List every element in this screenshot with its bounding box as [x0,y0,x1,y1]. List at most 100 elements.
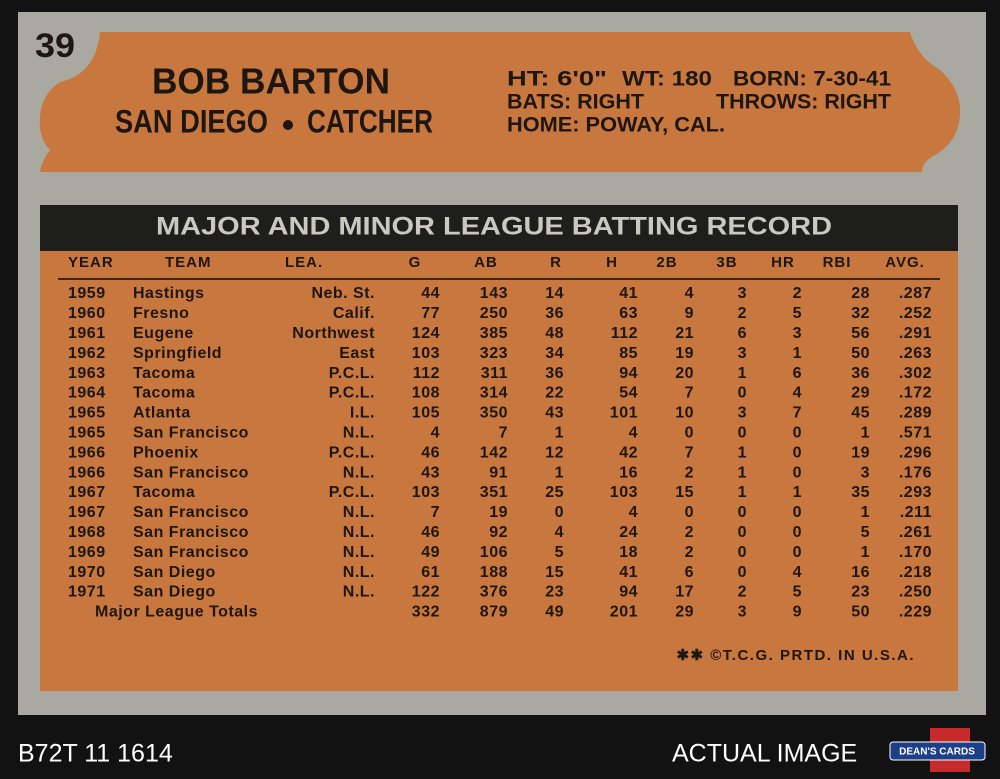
table-cell: 4 [629,504,638,521]
table-cell: 5 [555,544,564,561]
table-cell: 311 [481,365,508,382]
table-cell: 7 [685,385,694,402]
table-cell: 1964 [68,385,106,402]
table-cell: .172 [899,385,932,402]
table-cell: 3 [793,325,802,342]
totals-cell: 879 [480,604,508,621]
position: CATCHER [307,103,433,139]
table-cell: 49 [421,544,440,561]
table-cell: 4 [793,564,802,581]
table-cell: N.L. [343,425,375,442]
table-cell: San Francisco [133,464,249,481]
table-cell: 2 [738,305,747,322]
table-cell: 106 [480,544,508,561]
table-cell: 6 [793,365,802,382]
table-cell: 1963 [68,365,106,382]
table-cell: 45 [851,405,870,422]
table-cell: Atlanta [133,405,191,422]
table-cell: 9 [685,305,694,322]
table-cell: San Francisco [133,425,249,442]
table-cell: 0 [793,444,802,461]
table-cell: 42 [619,444,638,461]
table-cell: N.L. [343,584,375,601]
table-cell: 4 [431,425,440,442]
table-cell: 43 [545,405,564,422]
table-cell: 1 [861,425,870,442]
table-cell: 351 [480,484,508,501]
table-cell: 0 [685,425,694,442]
weight: WT: 180 [622,68,712,91]
table-cell: 41 [619,285,638,302]
table-cell: 323 [480,345,508,362]
table-cell: .252 [899,305,932,322]
table-cell: 43 [421,464,440,481]
table-cell: 0 [685,504,694,521]
table-cell: P.C.L. [329,484,375,501]
table-cell: 7 [685,444,694,461]
table-cell: 0 [738,564,747,581]
column-header: LEA. [285,254,323,271]
table-cell: P.C.L. [329,444,375,461]
table-title: MAJOR AND MINOR LEAGUE BATTING RECORD [156,213,832,241]
table-cell: .261 [899,524,932,541]
table-cell: .291 [899,325,932,342]
table-cell: 1968 [68,524,106,541]
table-cell: 101 [610,405,638,422]
table-cell: 19 [489,504,508,521]
table-cell: 1970 [68,564,106,581]
table-cell: San Francisco [133,544,249,561]
table-cell: 7 [793,405,802,422]
table-cell: 350 [480,405,508,422]
table-cell: 56 [851,325,870,342]
totals-cell: 9 [793,604,802,621]
table-cell: 5 [793,305,802,322]
table-cell: 1962 [68,345,106,362]
table-cell: 91 [489,464,508,481]
table-cell: 77 [421,305,440,322]
table-cell: San Diego [133,564,216,581]
table-cell: .176 [899,464,932,481]
table-cell: .263 [899,345,932,362]
table-cell: 24 [619,524,638,541]
table-cell: 0 [793,504,802,521]
table-panel [40,251,958,691]
table-cell: 1959 [68,285,106,302]
totals-label: Major League Totals [95,604,258,621]
table-cell: .293 [899,484,932,501]
table-cell: 143 [480,285,508,302]
table-cell: 314 [480,385,508,402]
table-cell: I.L. [350,405,375,422]
table-cell: 0 [738,425,747,442]
logo-banner [889,741,986,761]
totals-cell: 50 [851,604,870,621]
table-cell: 46 [421,524,440,541]
table-cell: 1 [738,484,747,501]
table-cell: 1 [793,484,802,501]
column-header: G [409,254,422,271]
scan-code: B72T 11 1614 [18,740,173,768]
table-cell: 1 [861,544,870,561]
table-cell: 122 [412,584,440,601]
table-cell: 0 [793,544,802,561]
table-cell: 5 [861,524,870,541]
table-cell: 0 [793,425,802,442]
table-cell: 376 [480,584,508,601]
table-cell: 7 [499,425,508,442]
table-cell: 54 [619,385,638,402]
table-cell: 6 [685,564,694,581]
table-cell: N.L. [343,464,375,481]
table-cell: 0 [738,524,747,541]
table-cell: 0 [793,524,802,541]
table-cell: 10 [675,405,694,422]
name-banner [39,32,961,172]
table-cell: 1960 [68,305,106,322]
table-cell: 1969 [68,544,106,561]
table-cell: 4 [555,524,564,541]
table-cell: 23 [545,584,564,601]
table-cell: Eugene [133,325,194,342]
title-bar [40,205,958,251]
table-cell: 103 [412,484,440,501]
table-cell: 0 [738,385,747,402]
table-cell: 2 [685,524,694,541]
table-cell: 1 [738,365,747,382]
